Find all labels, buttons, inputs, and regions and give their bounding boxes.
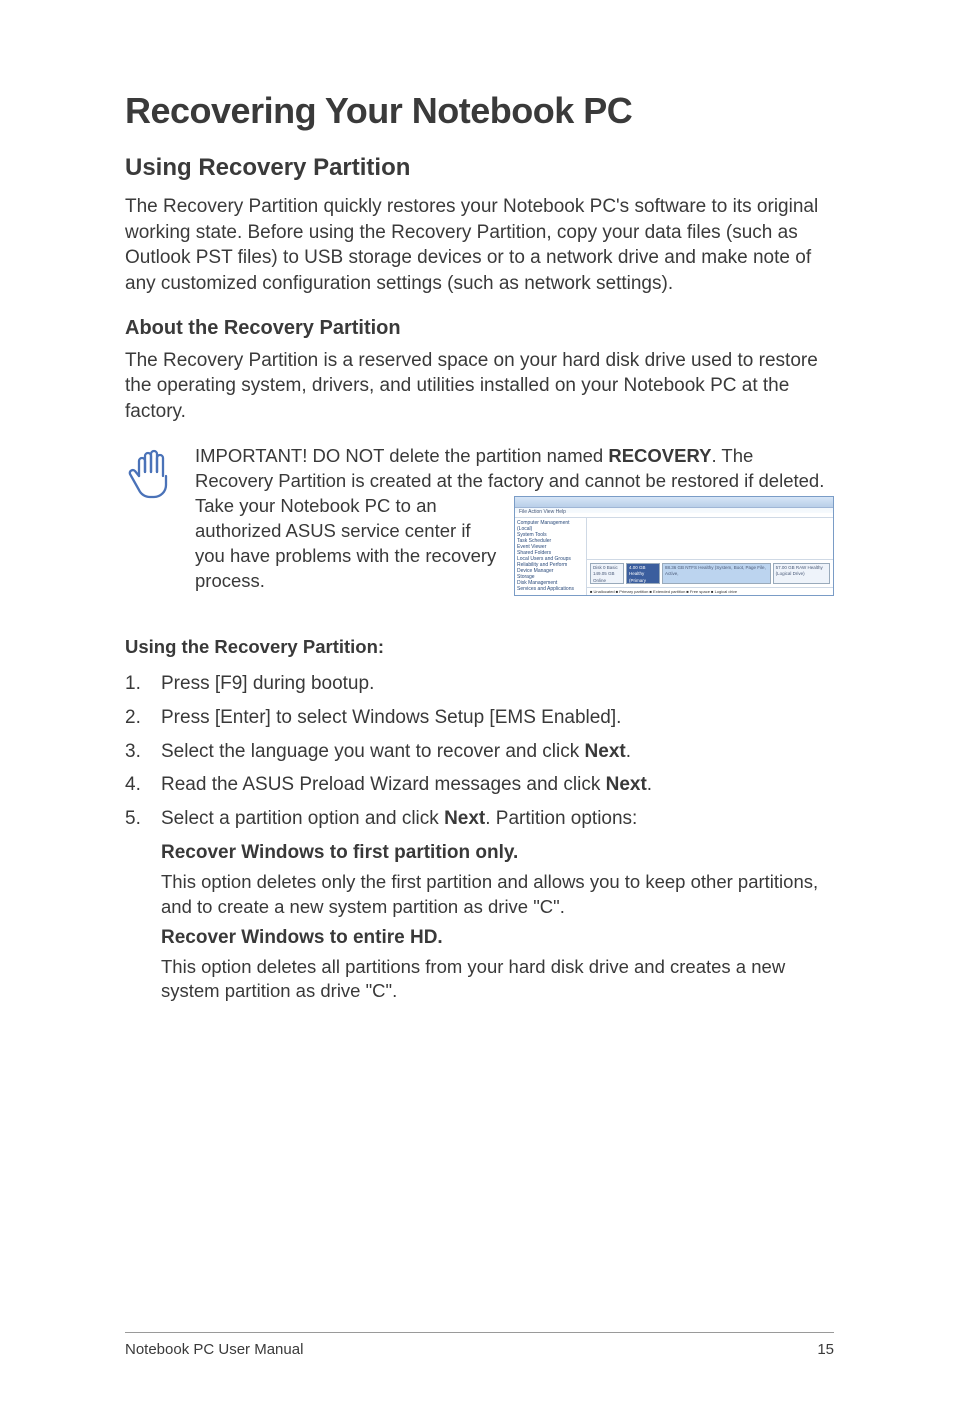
screenshot-vol2: 88.36 GB NTFS Healthy (System, Boot, Pag… — [662, 563, 771, 584]
step-1: Press [F9] during bootup. — [125, 670, 834, 698]
screenshot-legend: ■ Unallocated ■ Primary partition ■ Exte… — [587, 587, 833, 595]
section-heading-recovery-partition: Using Recovery Partition — [125, 154, 834, 182]
page-title: Recovering Your Notebook PC — [125, 90, 834, 132]
steps-list: Press [F9] during bootup. Press [Enter] … — [125, 670, 834, 832]
screenshot-sidebar: Computer Management (Local) System Tools… — [515, 518, 587, 595]
disk-management-screenshot: File Action View Help Computer Managemen… — [514, 496, 834, 596]
step-3: Select the language you want to recover … — [125, 738, 834, 766]
option1-title: Recover Windows to first partition only. — [161, 842, 834, 864]
hand-stop-icon — [125, 446, 177, 500]
screenshot-volume-table — [587, 518, 833, 559]
intro-paragraph: The Recovery Partition quickly restores … — [125, 194, 834, 297]
steps-heading: Using the Recovery Partition: — [125, 636, 834, 658]
step-2: Press [Enter] to select Windows Setup [E… — [125, 704, 834, 732]
footer-doc-title: Notebook PC User Manual — [125, 1341, 303, 1358]
footer-page-number: 15 — [817, 1341, 834, 1358]
option2-desc: This option deletes all partitions from … — [161, 955, 834, 1004]
screenshot-disk-label: Disk 0 Basic 149.05 GB Online — [590, 563, 624, 584]
about-paragraph: The Recovery Partition is a reserved spa… — [125, 348, 834, 425]
recovery-bold: RECOVERY — [608, 445, 711, 466]
screenshot-vol3: 57.00 GB RAW Healthy (Logical Drive) — [773, 563, 830, 584]
screenshot-vol1: 4.00 GB Healthy (Primary Partition) — [626, 563, 660, 584]
page-footer: Notebook PC User Manual 15 — [125, 1332, 834, 1358]
subsection-about: About the Recovery Partition — [125, 317, 834, 340]
step-4: Read the ASUS Preload Wizard messages an… — [125, 771, 834, 799]
step-5: Select a partition option and click Next… — [125, 805, 834, 833]
important-text: IMPORTANT! DO NOT delete the partition n… — [195, 444, 834, 596]
important-note: IMPORTANT! DO NOT delete the partition n… — [125, 444, 834, 596]
important-prefix: IMPORTANT! DO NOT delete the partition n… — [195, 445, 608, 466]
option1-desc: This option deletes only the first parti… — [161, 870, 834, 919]
option2-title: Recover Windows to entire HD. — [161, 927, 834, 949]
screenshot-menubar: File Action View Help — [515, 508, 833, 518]
